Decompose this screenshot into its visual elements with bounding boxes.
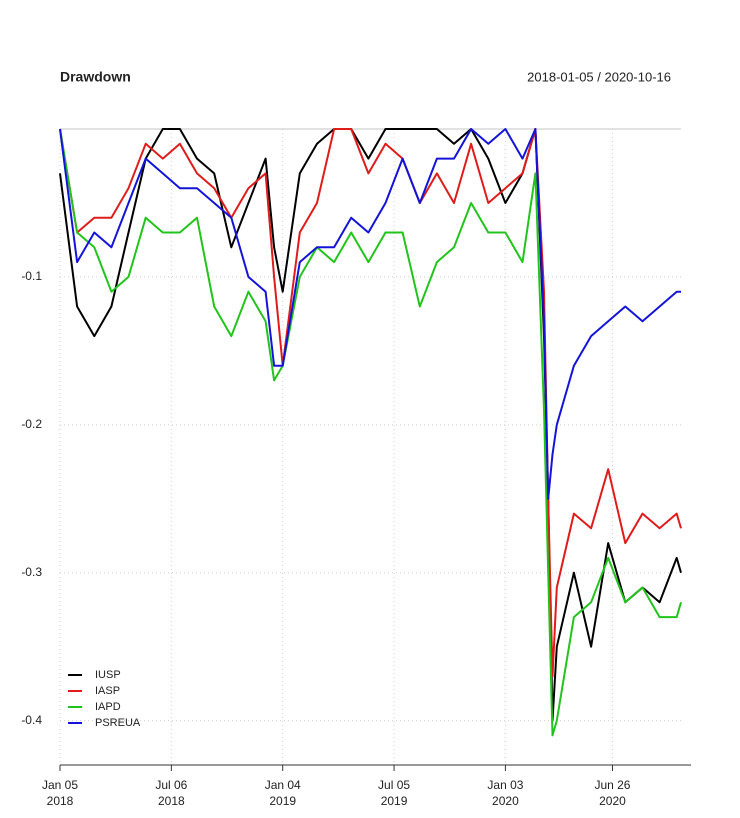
date-range: 2018-01-05 / 2020-10-16	[527, 69, 671, 84]
x-tick-label: Jan 04	[265, 778, 301, 792]
chart-title: Drawdown	[60, 69, 131, 85]
series-line	[59, 128, 682, 722]
x-tick-label: 2019	[269, 794, 296, 808]
x-tick-label: 2018	[158, 794, 185, 808]
x-tick-label: 2020	[492, 794, 519, 808]
y-tick-label: -0.3	[21, 565, 42, 579]
y-tick-label: -0.2	[21, 417, 42, 431]
y-tick-label: -0.4	[21, 713, 42, 727]
legend-label: IUSP	[95, 669, 121, 681]
x-tick-label: 2019	[381, 794, 408, 808]
legend: IUSP IASP IAPD PSREUA	[68, 669, 141, 729]
series-line	[59, 128, 682, 678]
x-tick-label: 2018	[47, 794, 74, 808]
x-tick-label: Jul 05	[378, 778, 410, 792]
x-tick-label: Jun 26	[594, 778, 630, 792]
series-line	[59, 128, 682, 737]
legend-label: IAPD	[95, 701, 121, 713]
legend-label: IASP	[95, 685, 120, 697]
legend-label: PSREUA	[95, 717, 141, 729]
x-tick-label: Jan 03	[487, 778, 523, 792]
x-tick-label: 2020	[599, 794, 626, 808]
series-line	[59, 128, 681, 500]
x-tick-label: Jul 06	[155, 778, 187, 792]
x-tick-label: Jan 05	[42, 778, 78, 792]
y-tick-label: -0.1	[21, 269, 42, 283]
